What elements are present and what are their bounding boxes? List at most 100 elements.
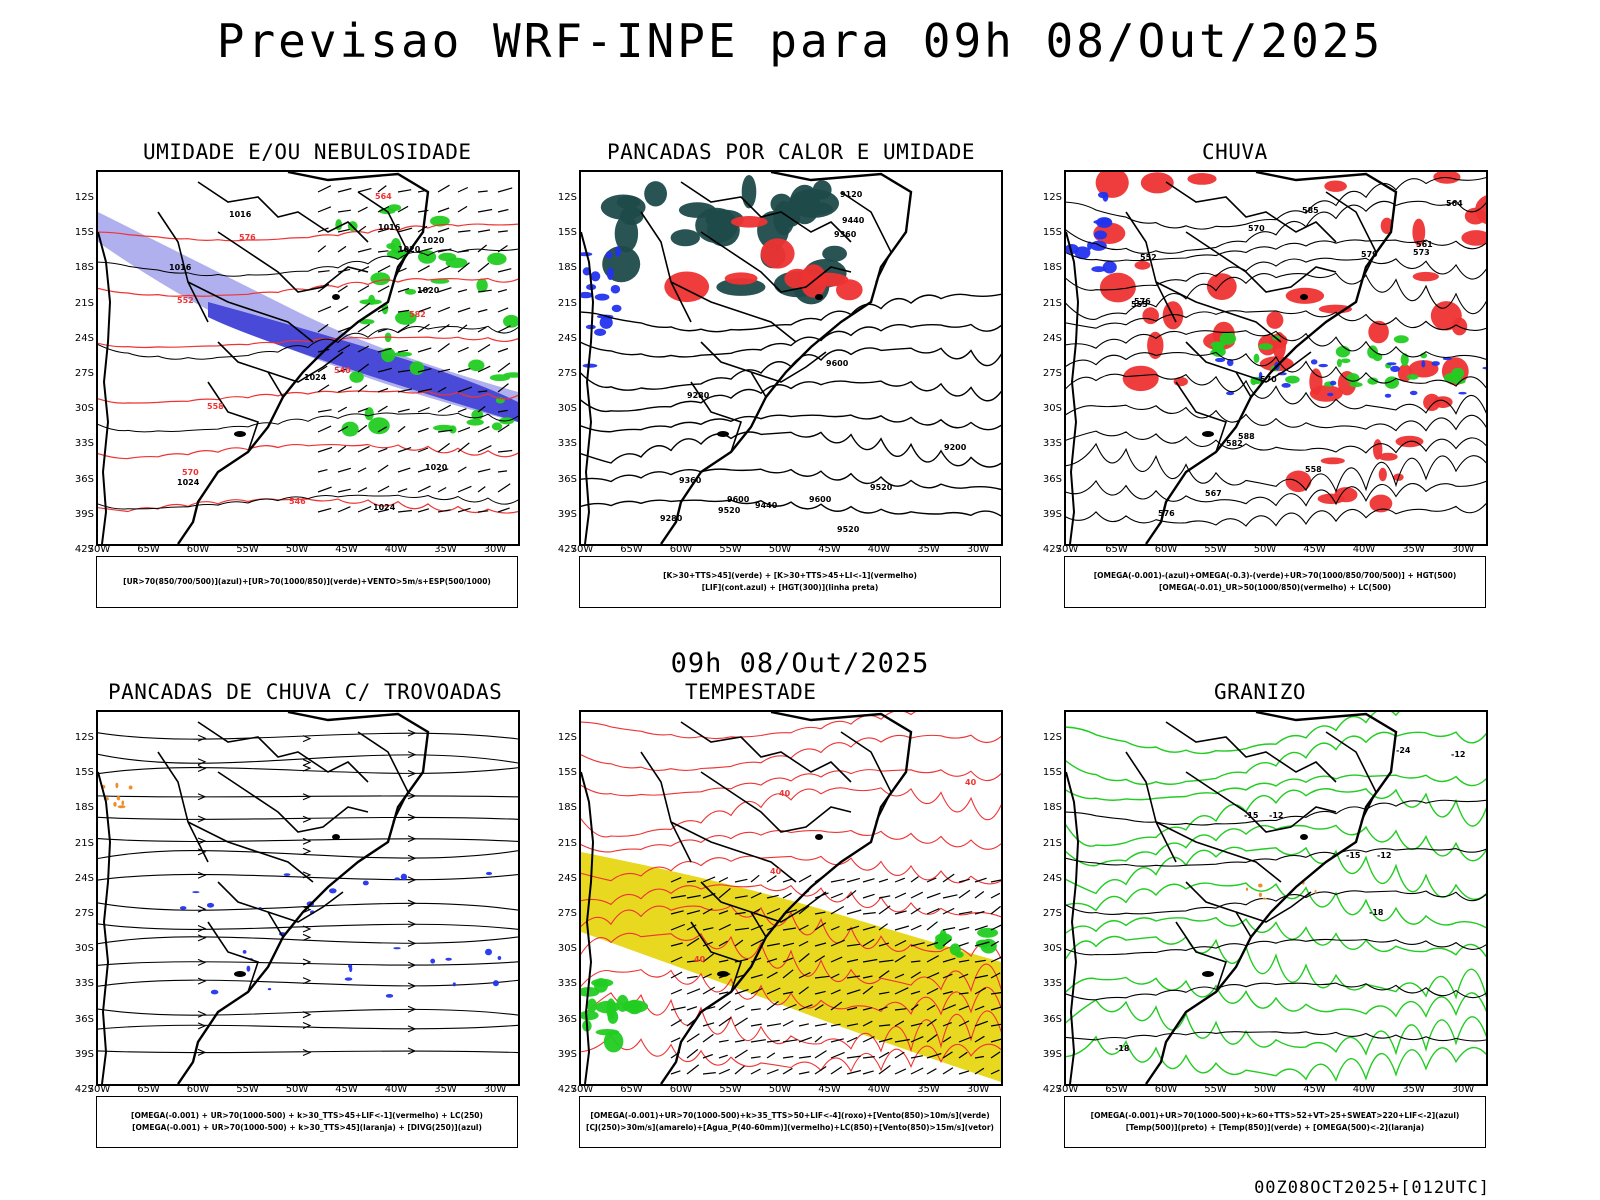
- wind-vector: [814, 955, 826, 963]
- rain-green-area: [1258, 343, 1273, 350]
- rain-blue-area: [1215, 357, 1226, 363]
- wind-vector: [782, 957, 794, 963]
- isoline: [581, 323, 1001, 358]
- hail-orange-area: [1314, 889, 1317, 894]
- wind-vector: [910, 876, 919, 883]
- divergence-blue: [445, 957, 452, 961]
- wind-vector: [846, 943, 860, 947]
- wind-vector: [670, 877, 682, 883]
- wind-vector: [377, 306, 389, 313]
- instability-red-area: [760, 238, 795, 269]
- rain-green-area: [1367, 345, 1378, 359]
- longitude-tick-label: 35W: [434, 544, 457, 555]
- wind-vector: [497, 424, 510, 433]
- wind-vector: [457, 307, 471, 313]
- wind-vector: [718, 991, 729, 995]
- streamline-arrow: [197, 871, 207, 879]
- instability-dark-area: [600, 194, 646, 220]
- wind-vector: [357, 187, 372, 193]
- latitude-tick-label: 18S: [1042, 802, 1062, 814]
- latitude-tick-label: 12S: [1042, 192, 1062, 203]
- divergence-blue: [283, 873, 291, 876]
- divergence-blue: [362, 880, 369, 886]
- wind-vector: [437, 468, 449, 473]
- latitude-tick-label: 27S: [74, 908, 94, 919]
- wind-vector: [718, 1039, 729, 1043]
- rain-blue-area: [1091, 266, 1106, 273]
- wind-vector: [497, 362, 511, 373]
- contour-label: 561: [1416, 240, 1433, 249]
- wind-vector: [942, 907, 955, 915]
- wind-vector: [377, 387, 389, 393]
- streamline-arrow: [197, 905, 207, 913]
- streamline-arrow: [197, 793, 207, 801]
- rain-blue-area: [1386, 362, 1397, 366]
- latitude-tick-label: 42S: [557, 1084, 577, 1095]
- streamline-arrow: [197, 958, 207, 966]
- wind-vector: [942, 1004, 956, 1011]
- wind-vector: [974, 1005, 985, 1011]
- wind-vector: [357, 445, 370, 453]
- wind-vector: [766, 987, 781, 995]
- wind-vector: [377, 250, 389, 253]
- latitude-tick-label: 42S: [74, 544, 94, 555]
- storm-orange-area: [115, 782, 119, 789]
- wind-green-area: [622, 1000, 649, 1013]
- wind-vector: [734, 878, 748, 883]
- latitude-tick-label: 15S: [557, 227, 577, 239]
- wind-vector: [357, 505, 372, 513]
- wind-vector: [782, 878, 793, 883]
- humidity-green-area: [386, 243, 396, 250]
- contour-label: 9600: [727, 495, 750, 504]
- latitude-tick-label: 21S: [1042, 297, 1062, 309]
- isoline: [581, 769, 1001, 797]
- longitude-tick-label: 45W: [818, 1084, 841, 1095]
- wind-vector: [317, 469, 328, 473]
- legend-line: [OMEGA(-0.01)_UR>50(1000/850)(vermelho) …: [1158, 583, 1392, 592]
- panel-title: TEMPESTADE: [685, 680, 817, 704]
- longitude-tick-label: 70W: [87, 544, 111, 555]
- latitude-tick-label: 36S: [557, 473, 577, 485]
- wind-vector: [846, 1069, 862, 1075]
- longitude-tick-label: 50W: [1253, 544, 1277, 555]
- rain-red-area: [1369, 494, 1393, 513]
- wind-vector: [337, 368, 348, 373]
- contour-label: 1024: [304, 373, 327, 382]
- longitude-tick-label: 30W: [1451, 1084, 1475, 1095]
- wind-vector: [317, 425, 332, 433]
- map-panel: UMIDADE E/OU NEBULOSIDADE 12S 15S 18S 21S 24S…: [58, 140, 558, 630]
- rain-green-area: [1367, 377, 1379, 385]
- wind-vector: [734, 1039, 745, 1043]
- wind-vector: [357, 302, 371, 313]
- humidity-green-area: [341, 421, 359, 437]
- wind-vector: [798, 986, 809, 995]
- rain-red-area: [1412, 218, 1426, 246]
- wind-vector: [718, 940, 728, 947]
- divergence-blue: [242, 950, 247, 954]
- wind-vector: [397, 425, 406, 433]
- wind-vector: [862, 958, 878, 963]
- wind-vector: [990, 1023, 1001, 1027]
- streamline: [98, 753, 518, 764]
- wind-vector: [798, 1071, 810, 1075]
- wind-vector: [357, 467, 367, 473]
- wind-vector: [437, 343, 450, 353]
- wind-vector: [686, 1033, 700, 1043]
- wind-vector: [686, 880, 696, 883]
- hail-orange-area: [1258, 883, 1263, 888]
- streamline-arrow: [407, 729, 417, 737]
- streamline-arrow: [197, 765, 207, 773]
- wind-vector: [497, 289, 508, 293]
- latitude-tick-label: 33S: [557, 978, 577, 990]
- streamline: [98, 732, 518, 740]
- contour-label: 9520: [837, 525, 860, 534]
- wind-vector: [718, 959, 729, 963]
- wind-vector: [958, 992, 969, 995]
- latitude-tick-label: 36S: [1042, 1013, 1062, 1025]
- lifted-index-blue: [610, 284, 621, 294]
- longitude-tick-label: 70W: [1055, 544, 1079, 555]
- wind-vector: [457, 250, 469, 253]
- rain-red-area: [1309, 385, 1343, 402]
- humidity-green-area: [359, 299, 382, 305]
- rain-green-area: [1219, 332, 1237, 345]
